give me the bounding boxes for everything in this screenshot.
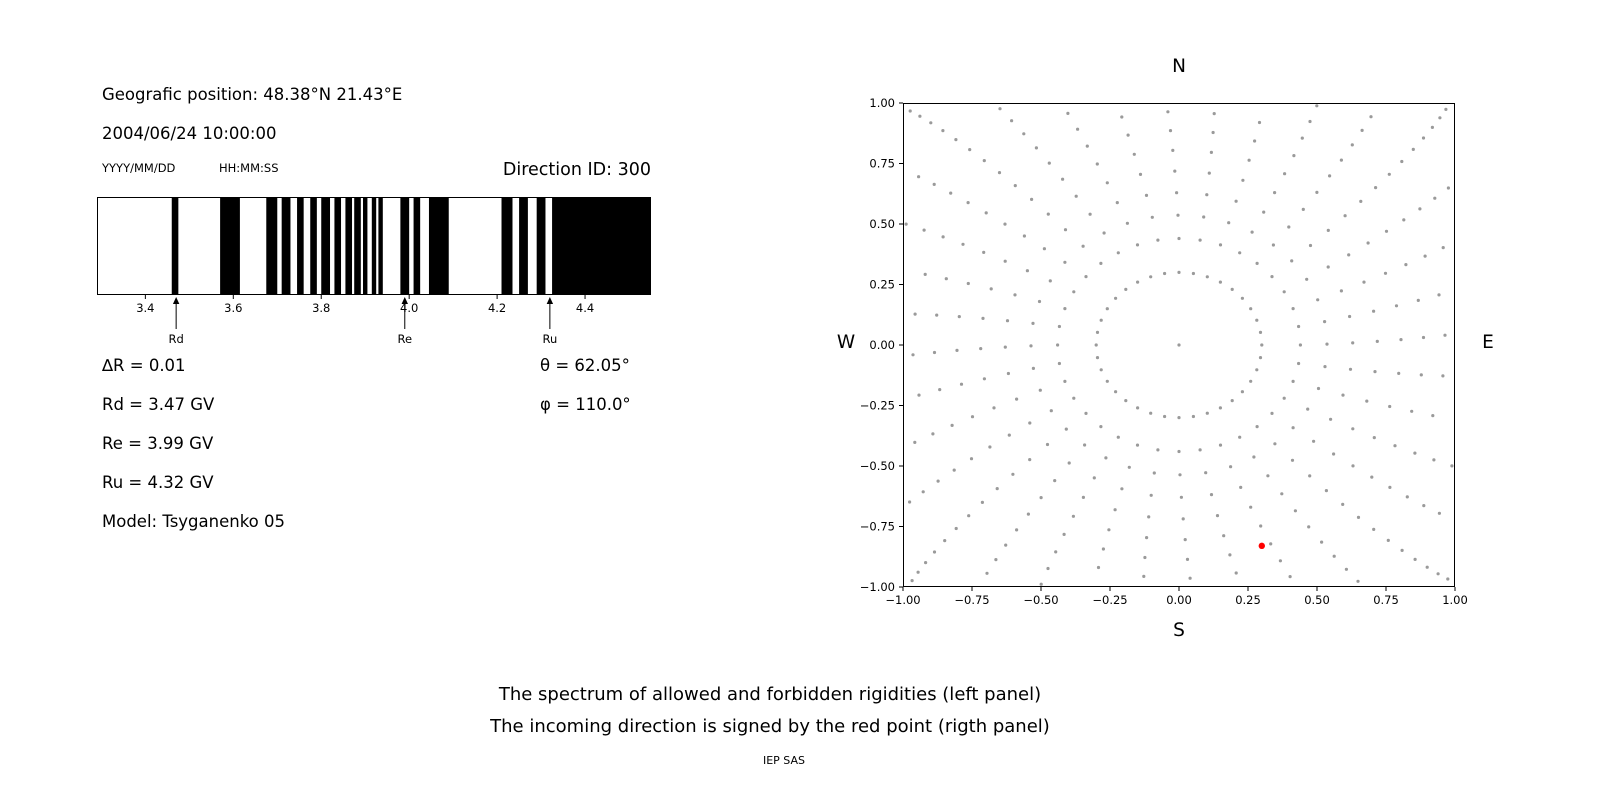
model-label: Model: Tsyganenko 05 (102, 512, 286, 531)
svg-text:0.50: 0.50 (869, 217, 895, 231)
direction-plot: −1.00 −0.75 −0.50 −0.25 0.00 0.25 0.50 0.75 1.00… (860, 96, 1468, 607)
time-format-label: HH:MM:SS (219, 161, 279, 175)
svg-text:0.25: 0.25 (869, 278, 895, 292)
delta-r-value: ∆R = 0.01 (102, 356, 186, 375)
re-value: Re = 3.99 GV (102, 434, 214, 453)
svg-text:3.6: 3.6 (224, 301, 242, 315)
svg-text:−0.50: −0.50 (1023, 593, 1058, 607)
direction-id: Direction ID: 300 (502, 160, 651, 180)
svg-text:0.75: 0.75 (869, 157, 895, 171)
direction-frame (903, 103, 1455, 587)
svg-text:−0.75: −0.75 (954, 593, 989, 607)
svg-text:0.25: 0.25 (1235, 593, 1261, 607)
svg-text:4.2: 4.2 (488, 301, 506, 315)
svg-text:0.50: 0.50 (1304, 593, 1330, 607)
svg-text:Re: Re (397, 332, 412, 346)
svg-text:4.4: 4.4 (576, 301, 594, 315)
compass-east-label: E (1482, 332, 1494, 353)
svg-text:Ru: Ru (542, 332, 557, 346)
svg-text:−0.25: −0.25 (1092, 593, 1127, 607)
rd-value: Rd = 3.47 GV (102, 395, 215, 414)
red-direction-point (1258, 542, 1265, 550)
svg-text:−1.00: −1.00 (860, 580, 895, 594)
svg-text:3.8: 3.8 (312, 301, 330, 315)
svg-text:3.4: 3.4 (136, 301, 154, 315)
svg-text:−1.00: −1.00 (885, 593, 920, 607)
spectrum-plot: 3.4 3.6 3.8 4.0 4.2 4.4Rd Re Ru (97, 197, 651, 346)
theta-value: θ = 62.05° (540, 356, 630, 375)
datetime: 2004/06/24 10:00:00 (102, 124, 277, 143)
geographic-position: Geografic position: 48.38°N 21.43°E (102, 85, 403, 104)
spectrum-frame (97, 197, 651, 295)
forbidden-bands (171, 197, 651, 295)
caption-line-2: The incoming direction is signed by the … (490, 716, 1050, 737)
compass-north-label: N (1172, 56, 1186, 77)
compass-south-label: S (1173, 620, 1185, 641)
compass-west-label: W (836, 332, 856, 353)
svg-text:−0.75: −0.75 (860, 520, 895, 534)
ru-value: Ru = 4.32 GV (102, 473, 214, 492)
caption-line-1: The spectrum of allowed and forbidden ri… (498, 684, 1042, 705)
credit-label: IEP SAS (762, 754, 806, 767)
svg-text:1.00: 1.00 (869, 96, 895, 110)
svg-text:1.00: 1.00 (1442, 593, 1468, 607)
svg-text:0.00: 0.00 (1166, 593, 1192, 607)
svg-text:0.75: 0.75 (1373, 593, 1399, 607)
phi-value: φ = 110.0° (540, 395, 631, 414)
svg-text:−0.25: −0.25 (860, 399, 895, 413)
svg-text:0.00: 0.00 (869, 338, 895, 352)
asymptotic-direction-dots (904, 104, 1454, 586)
date-format-label: YYYY/MM/DD (102, 161, 176, 175)
svg-text:Rd: Rd (168, 332, 183, 346)
svg-text:−0.50: −0.50 (860, 459, 895, 473)
